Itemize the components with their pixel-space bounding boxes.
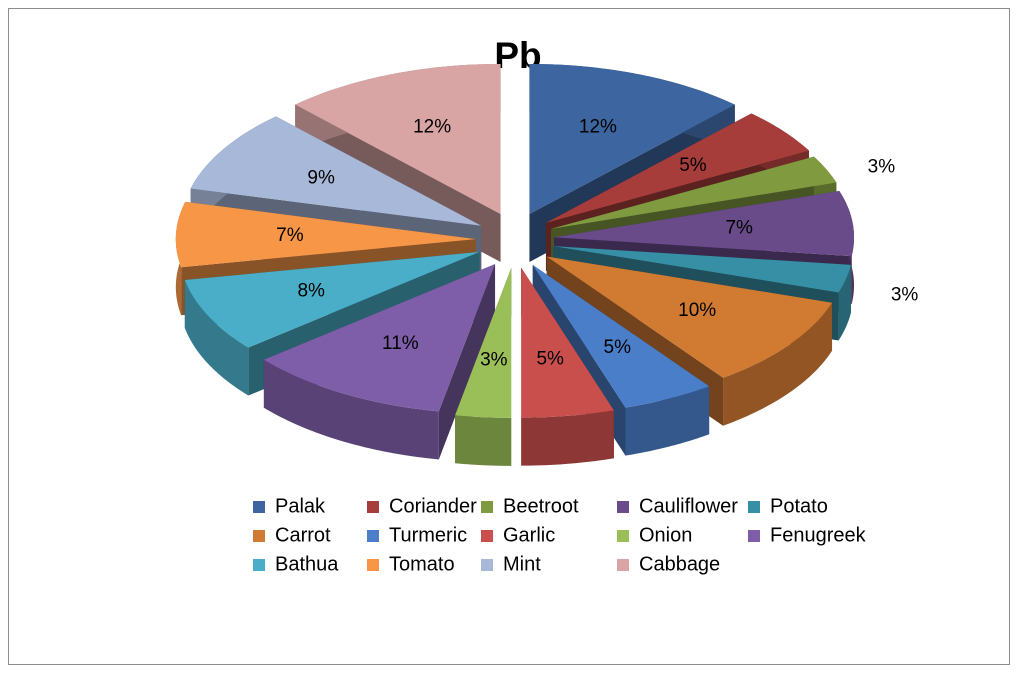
data-label: 12% <box>413 117 451 138</box>
legend-swatch <box>367 559 379 571</box>
legend-label: Cabbage <box>639 553 720 575</box>
data-label: 7% <box>725 218 753 239</box>
slice-top <box>554 191 855 257</box>
slice-top <box>532 264 710 408</box>
legend-swatch <box>748 501 760 513</box>
legend-label: Cauliflower <box>639 495 738 517</box>
legend-label: Fenugreek <box>770 524 867 546</box>
legend-swatch <box>253 559 265 571</box>
legend-swatch <box>617 530 629 542</box>
data-label: 7% <box>276 225 304 246</box>
legend-swatch <box>617 501 629 513</box>
slice-wall <box>184 280 249 396</box>
slice-top <box>184 251 480 348</box>
slice-top <box>545 113 809 223</box>
slice-top <box>546 256 833 378</box>
legend-label: Carrot <box>275 524 331 546</box>
legend-swatch <box>481 559 493 571</box>
legend-label: Beetroot <box>503 495 579 517</box>
slice <box>532 264 710 456</box>
legend-label: Potato <box>770 495 828 517</box>
slice-top <box>521 267 614 418</box>
slice-top <box>263 264 496 412</box>
slice-wall <box>521 410 614 466</box>
data-label: 12% <box>579 117 617 138</box>
slice-top <box>175 201 476 268</box>
data-label: 3% <box>868 156 896 177</box>
legend-swatch <box>253 530 265 542</box>
slice-top <box>295 63 501 214</box>
legend-swatch <box>367 530 379 542</box>
slice-wall <box>723 302 833 426</box>
slice <box>521 267 614 466</box>
legend-swatch <box>481 501 493 513</box>
legend: Palak Coriander Beetroot Cauliflower Potato C… <box>253 495 867 575</box>
legend-swatch <box>617 559 629 571</box>
slice-top <box>550 156 837 229</box>
legend-swatch <box>253 501 265 513</box>
data-label: 3% <box>480 349 508 370</box>
legend-label: Turmeric <box>389 524 467 546</box>
slice-wall <box>625 386 710 456</box>
legend-label: Palak <box>275 495 326 517</box>
slice-top <box>529 63 735 214</box>
data-label: 5% <box>536 349 564 370</box>
slice <box>455 267 512 466</box>
data-label: 8% <box>297 281 325 302</box>
legend-swatch <box>748 530 760 542</box>
legend-label: Onion <box>639 524 692 546</box>
slice-top <box>553 246 851 293</box>
data-label: 5% <box>679 155 707 176</box>
slice-wall <box>455 415 512 466</box>
slice-wall <box>838 264 851 341</box>
data-label: 10% <box>678 300 716 321</box>
pie: 12% 5% 3% 7% 3% 10% 5% 5% 3% 11% 8% 7% 9% 12% <box>175 63 919 466</box>
legend-label: Coriander <box>389 495 477 517</box>
data-label: 3% <box>891 284 919 305</box>
legend-label: Bathua <box>275 553 339 575</box>
data-label: 5% <box>604 337 632 358</box>
legend-swatch <box>367 501 379 513</box>
data-label: 11% <box>382 333 419 354</box>
legend-swatch <box>481 530 493 542</box>
legend-label: Tomato <box>389 553 455 575</box>
slice-top <box>190 116 482 226</box>
legend-label: Mint <box>503 553 541 575</box>
legend-label: Garlic <box>503 524 555 546</box>
slice-wall <box>263 359 439 460</box>
slice <box>263 264 496 460</box>
data-label: 9% <box>307 167 335 188</box>
slice-top <box>455 267 512 418</box>
